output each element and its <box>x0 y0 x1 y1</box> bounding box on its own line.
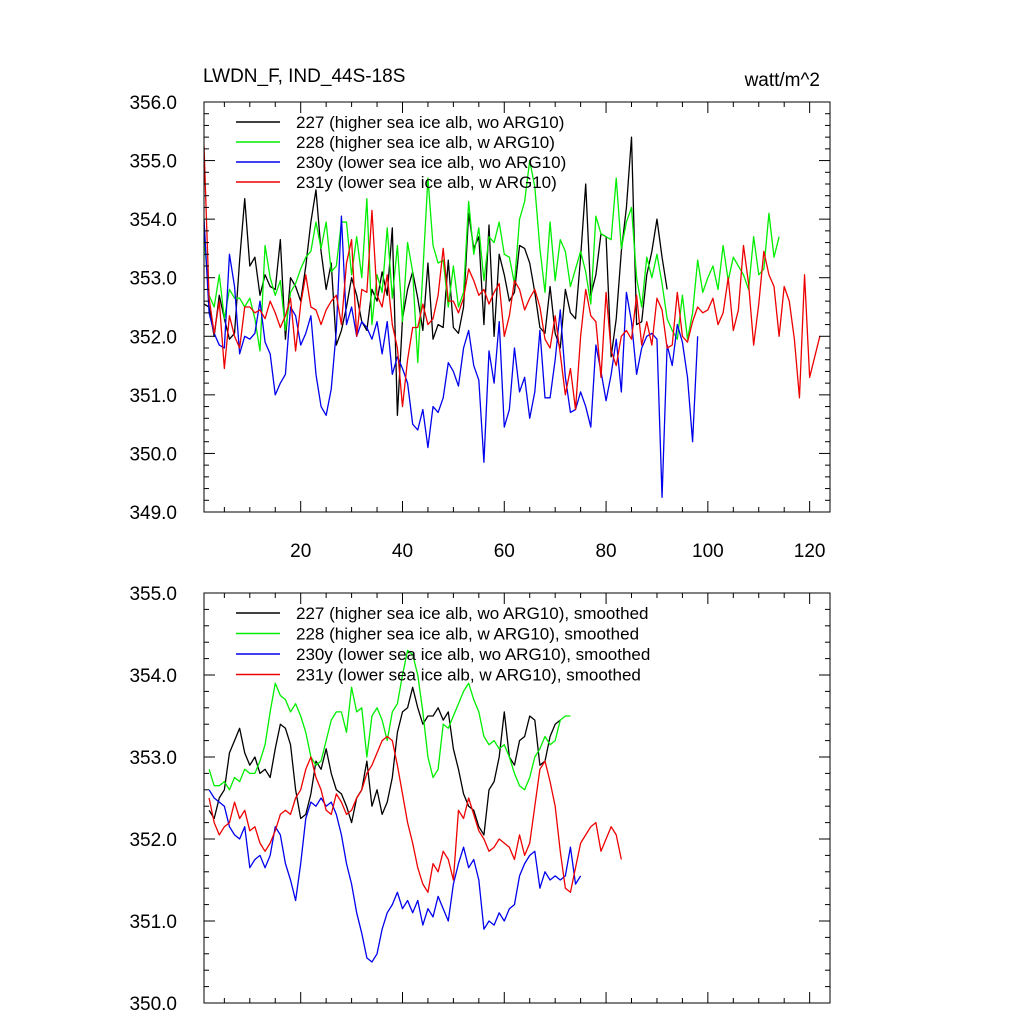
top-ytick-label: 350.0 <box>129 444 177 465</box>
bottom-ytick-label: 351.0 <box>129 912 177 933</box>
top-plot-area: 349.0 350.0 351.0 352.0 353.0 354.0 355.0 356.0… <box>129 93 831 562</box>
top-legend-label: 227 (higher sea ice alb, wo ARG10) <box>296 113 564 132</box>
top-series-group <box>204 136 821 499</box>
top-ytick-label: 356.0 <box>129 93 177 114</box>
chart-title: LWDN_F, IND_44S-18S <box>203 66 405 87</box>
top-chart: LWDN_F, IND_44S-18S watt/m^2 349.0350.03… <box>129 66 831 562</box>
bottom-axis-ticks: 350.0 351.0 352.0 353.0 354.0 355.0 <box>129 584 830 1015</box>
top-series-line-3 <box>204 215 699 499</box>
top-xtick-label: 40 <box>392 541 413 562</box>
top-ytick-label: 349.0 <box>129 503 177 524</box>
bottom-legend-item: 227 (higher sea ice alb, wo ARG10), smoo… <box>236 604 648 623</box>
top-ytick-label: 351.0 <box>129 386 177 407</box>
bottom-series-group <box>208 649 622 963</box>
bottom-ytick-label: 354.0 <box>129 666 177 687</box>
top-ytick-label: 352.0 <box>129 327 177 348</box>
bottom-chart: 350.0 351.0 352.0 353.0 354.0 355.0 227 (highe… <box>129 584 831 1015</box>
top-legend-item: 231y (lower sea ice alb, w ARG10) <box>236 173 557 192</box>
bottom-series-line-2 <box>208 649 571 791</box>
top-axis-ticks: 349.0 350.0 351.0 352.0 353.0 354.0 355.0 356.0… <box>129 93 830 562</box>
bottom-ytick-label: 352.0 <box>129 830 177 851</box>
bottom-legend-item: 231y (lower sea ice alb, w ARG10), smoot… <box>236 666 641 685</box>
top-legend-label: 230y (lower sea ice alb, wo ARG10) <box>296 153 566 172</box>
bottom-ytick-label: 350.0 <box>129 994 177 1015</box>
bottom-series-line-4 <box>208 735 622 893</box>
top-legend-item: 228 (higher sea ice alb, w ARG10) <box>236 133 555 152</box>
top-series-line-2 <box>204 159 780 364</box>
top-xtick-label: 120 <box>794 541 826 562</box>
top-ytick-label: 353.0 <box>129 269 177 290</box>
bottom-ytick-label: 355.0 <box>129 584 177 605</box>
bottom-plot-frame <box>203 592 831 1004</box>
top-series-line-1 <box>204 136 668 417</box>
top-legend: 227 (higher sea ice alb, wo ARG10)228 (h… <box>236 113 566 192</box>
bottom-legend-item: 228 (higher sea ice alb, w ARG10), smoot… <box>236 625 639 644</box>
top-xtick-label: 100 <box>692 541 724 562</box>
top-legend-label: 231y (lower sea ice alb, w ARG10) <box>296 173 557 192</box>
bottom-plot-area: 350.0 351.0 352.0 353.0 354.0 355.0 227 (highe… <box>129 584 831 1015</box>
bottom-series-line-1 <box>208 686 561 836</box>
top-series-line-4 <box>204 145 821 411</box>
top-legend-label: 228 (higher sea ice alb, w ARG10) <box>296 133 555 152</box>
bottom-legend-label: 228 (higher sea ice alb, w ARG10), smoot… <box>296 625 639 644</box>
top-xtick-label: 20 <box>290 541 311 562</box>
bottom-series-line-3 <box>208 789 582 963</box>
top-ytick-label: 354.0 <box>129 210 177 231</box>
bottom-legend: 227 (higher sea ice alb, wo ARG10), smoo… <box>236 604 650 685</box>
bottom-legend-label: 231y (lower sea ice alb, w ARG10), smoot… <box>296 666 641 685</box>
top-legend-item: 230y (lower sea ice alb, wo ARG10) <box>236 153 566 172</box>
top-xtick-label: 60 <box>494 541 515 562</box>
top-xtick-label: 80 <box>595 541 616 562</box>
bottom-legend-item: 230y (lower sea ice alb, wo ARG10), smoo… <box>236 645 650 664</box>
bottom-ytick-label: 353.0 <box>129 748 177 769</box>
bottom-legend-label: 230y (lower sea ice alb, wo ARG10), smoo… <box>296 645 650 664</box>
top-ytick-label: 355.0 <box>129 152 177 173</box>
units-label: watt/m^2 <box>744 70 820 91</box>
bottom-legend-label: 227 (higher sea ice alb, wo ARG10), smoo… <box>296 604 648 623</box>
top-plot-frame <box>203 101 831 513</box>
top-legend-item: 227 (higher sea ice alb, wo ARG10) <box>236 113 564 132</box>
